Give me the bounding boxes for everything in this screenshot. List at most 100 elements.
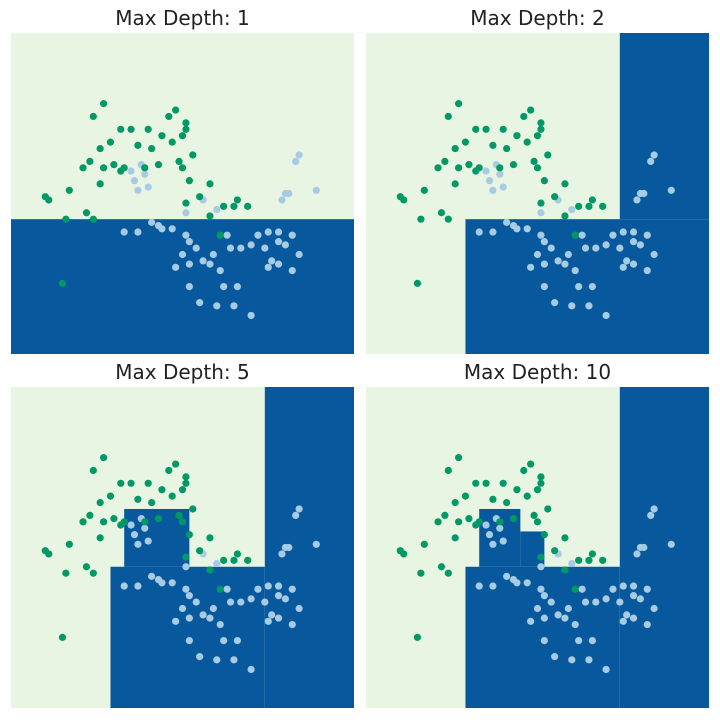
- class-1-point: [230, 656, 238, 664]
- class-0-point: [444, 569, 452, 577]
- class-1-point: [578, 231, 586, 239]
- class-0-point: [561, 212, 569, 220]
- class-0-point: [451, 180, 459, 188]
- class-1-point: [158, 579, 166, 587]
- panel-max-depth-5: Max Depth: 5: [11, 360, 354, 708]
- class-0-point: [172, 106, 180, 114]
- class-1-point: [213, 205, 221, 214]
- class-0-point: [244, 556, 252, 564]
- class-0-point: [496, 518, 504, 526]
- class-0-point: [178, 164, 187, 172]
- class-1-point: [623, 611, 631, 619]
- class-1-point: [561, 260, 569, 268]
- class-0-point: [134, 495, 142, 503]
- class-1-point: [571, 620, 579, 629]
- class-1-point: [499, 537, 507, 545]
- class-0-point: [117, 479, 125, 487]
- class-1-point: [148, 572, 156, 580]
- class-0-point: [489, 495, 497, 503]
- class-1-point: [141, 524, 149, 532]
- panel-max-depth-1: Max Depth: 1: [11, 6, 354, 354]
- class-1-point: [629, 238, 638, 246]
- class-0-point: [537, 199, 545, 207]
- class-1-point: [547, 598, 555, 606]
- class-1-point: [540, 238, 548, 246]
- class-1-point: [247, 311, 255, 320]
- class-0-point: [520, 466, 528, 475]
- class-1-point: [288, 585, 296, 593]
- class-1-point: [247, 241, 255, 249]
- class-1-point: [647, 511, 655, 519]
- panel-max-depth-10: Max Depth: 10: [366, 360, 709, 708]
- class-0-point: [58, 633, 67, 641]
- class-1-region: [619, 387, 709, 708]
- class-0-point: [482, 479, 490, 487]
- class-0-point: [420, 540, 428, 548]
- class-1-point: [489, 540, 497, 548]
- class-1-point: [288, 266, 296, 275]
- class-1-point: [134, 228, 142, 236]
- class-1-point: [230, 302, 238, 310]
- class-0-point: [168, 492, 176, 500]
- class-1-point: [192, 244, 200, 252]
- class-0-point: [444, 215, 452, 223]
- class-1-point: [127, 167, 135, 175]
- class-1-point: [616, 598, 624, 606]
- class-0-point: [185, 177, 193, 185]
- class-1-point: [629, 260, 638, 268]
- class-0-point: [45, 196, 53, 204]
- class-1-point: [295, 151, 303, 159]
- class-0-point: [230, 202, 238, 210]
- class-0-point: [82, 209, 91, 217]
- class-1-point: [647, 157, 655, 165]
- class-1-point: [120, 228, 128, 236]
- class-0-point: [106, 492, 115, 500]
- class-1-point: [220, 282, 228, 291]
- class-1-point: [564, 250, 572, 259]
- class-0-point: [523, 138, 531, 146]
- class-1-point: [223, 231, 231, 239]
- class-1-point: [616, 244, 624, 252]
- class-0-point: [413, 279, 422, 287]
- class-1-point: [134, 582, 142, 590]
- class-0-point: [206, 180, 214, 188]
- class-0-point: [127, 125, 135, 133]
- class-0-point: [503, 144, 511, 153]
- class-1-point: [619, 617, 627, 625]
- class-0-point: [561, 180, 569, 188]
- class-0-point: [182, 199, 190, 207]
- class-1-point: [564, 604, 572, 613]
- class-1-point: [533, 250, 542, 259]
- class-1-point: [643, 620, 651, 629]
- class-1-point: [575, 282, 583, 291]
- class-0-point: [513, 486, 521, 494]
- class-1-point: [643, 266, 651, 275]
- class-0-point: [455, 454, 463, 462]
- class-1-point: [274, 582, 283, 590]
- class-1-point: [247, 595, 255, 603]
- class-0-point: [533, 518, 542, 526]
- class-1-point: [650, 151, 658, 159]
- class-1-point: [281, 595, 289, 603]
- class-1-point: [588, 636, 596, 645]
- class-0-point: [148, 498, 156, 507]
- class-0-point: [588, 550, 596, 558]
- class-1-point: [585, 656, 593, 664]
- class-1-point: [213, 302, 221, 310]
- class-1-point: [209, 250, 217, 259]
- class-1-point: [264, 263, 272, 271]
- class-1-point: [295, 604, 303, 613]
- class-0-point: [134, 141, 142, 149]
- class-1-point: [650, 250, 658, 259]
- class-1-point: [629, 614, 638, 622]
- class-1-point: [185, 238, 193, 246]
- class-0-point: [544, 505, 552, 513]
- class-0-point: [89, 569, 97, 577]
- class-0-point: [189, 505, 197, 513]
- class-0-point: [89, 466, 97, 475]
- class-1-point: [312, 540, 320, 548]
- class-1-point: [636, 595, 644, 603]
- class-1-point: [581, 598, 590, 606]
- class-1-point: [185, 636, 193, 645]
- class-0-point: [551, 547, 559, 555]
